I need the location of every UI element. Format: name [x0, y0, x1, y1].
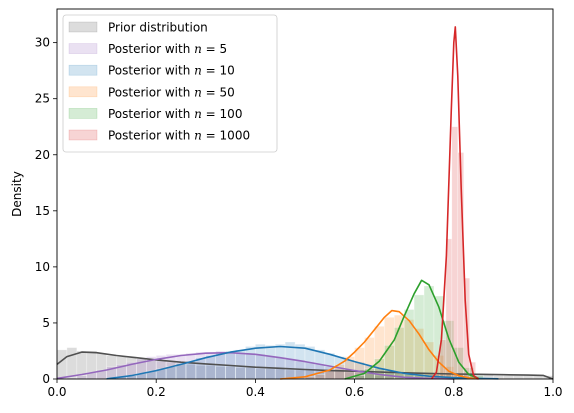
- histogram-bar: [384, 345, 395, 380]
- y-axis: 0 5 10 15 20 25 30: [35, 36, 57, 386]
- legend-entry: Posterior with n = 1000: [68, 129, 250, 143]
- histogram-bar: [503, 375, 514, 380]
- x-tick-label: 0.6: [345, 385, 364, 399]
- histogram-bar: [451, 126, 459, 380]
- histogram-bar: [513, 375, 524, 380]
- histogram-bar: [274, 343, 286, 380]
- legend: Prior distribution Posterior with n = 5 Po…: [62, 14, 278, 153]
- y-tick-label: 25: [35, 92, 50, 106]
- y-tick-label: 20: [35, 148, 50, 162]
- histogram-bars: [56, 126, 554, 380]
- plot-frame: [56, 8, 554, 380]
- histogram-bar: [265, 345, 276, 380]
- histogram-bar: [56, 349, 68, 380]
- legend-entry: Posterior with n = 50: [68, 85, 235, 99]
- density-curves: [56, 26, 554, 380]
- legend-swatch: [68, 129, 98, 141]
- x-tick-label: 0.8: [444, 385, 463, 399]
- density-curve: [280, 309, 479, 380]
- density-curve: [106, 345, 499, 380]
- histogram-bar: [245, 346, 256, 380]
- x-tick-label: 1.0: [543, 385, 562, 399]
- legend-label: Posterior with n = 5: [108, 42, 227, 56]
- y-tick-label: 15: [35, 204, 50, 218]
- legend-swatch: [68, 108, 98, 119]
- legend-label: Posterior with n = 10: [108, 64, 235, 78]
- histogram-bar: [255, 343, 266, 380]
- legend-swatch: [68, 21, 98, 33]
- histogram-bar: [423, 285, 435, 380]
- legend-entry: Prior distribution: [68, 21, 208, 35]
- histogram-bar: [66, 347, 78, 380]
- histogram-bar: [413, 294, 425, 380]
- legend-entry: Posterior with n = 10: [68, 64, 235, 78]
- x-tick-label: 0.4: [246, 385, 265, 399]
- histogram-bar: [195, 357, 207, 380]
- histogram-bar: [314, 374, 326, 380]
- legend-label: Posterior with n = 50: [108, 85, 235, 99]
- x-tick-label: 0.2: [147, 385, 166, 399]
- x-axis: 0.0 0.2 0.4 0.6 0.8 1.0: [47, 379, 563, 399]
- legend-entry: Posterior with n = 100: [68, 107, 242, 121]
- legend-label: Prior distribution: [108, 21, 208, 35]
- y-tick-label: 10: [35, 260, 50, 274]
- histogram-bar: [522, 375, 534, 380]
- density-curve: [344, 279, 479, 380]
- legend-swatch: [68, 64, 98, 76]
- density-curve: [56, 351, 554, 380]
- legend-swatch: [68, 86, 98, 98]
- legend-label: Posterior with n = 1000: [108, 129, 250, 143]
- legend-entry: Posterior with n = 5: [68, 42, 227, 56]
- legend-box: [62, 14, 278, 153]
- legend-label: Posterior with n = 100: [108, 107, 242, 121]
- density-curve: [56, 351, 454, 380]
- y-axis-label: Density: [10, 171, 24, 217]
- y-tick-label: 0: [42, 372, 50, 386]
- y-tick-label: 5: [42, 316, 50, 330]
- x-tick-label: 0.0: [47, 385, 66, 399]
- y-tick-label: 30: [35, 36, 50, 50]
- histogram-bar: [215, 352, 226, 380]
- legend-swatch: [68, 43, 98, 54]
- histogram-bar: [76, 375, 88, 380]
- histogram-bar: [205, 355, 217, 380]
- density-curve: [430, 26, 480, 380]
